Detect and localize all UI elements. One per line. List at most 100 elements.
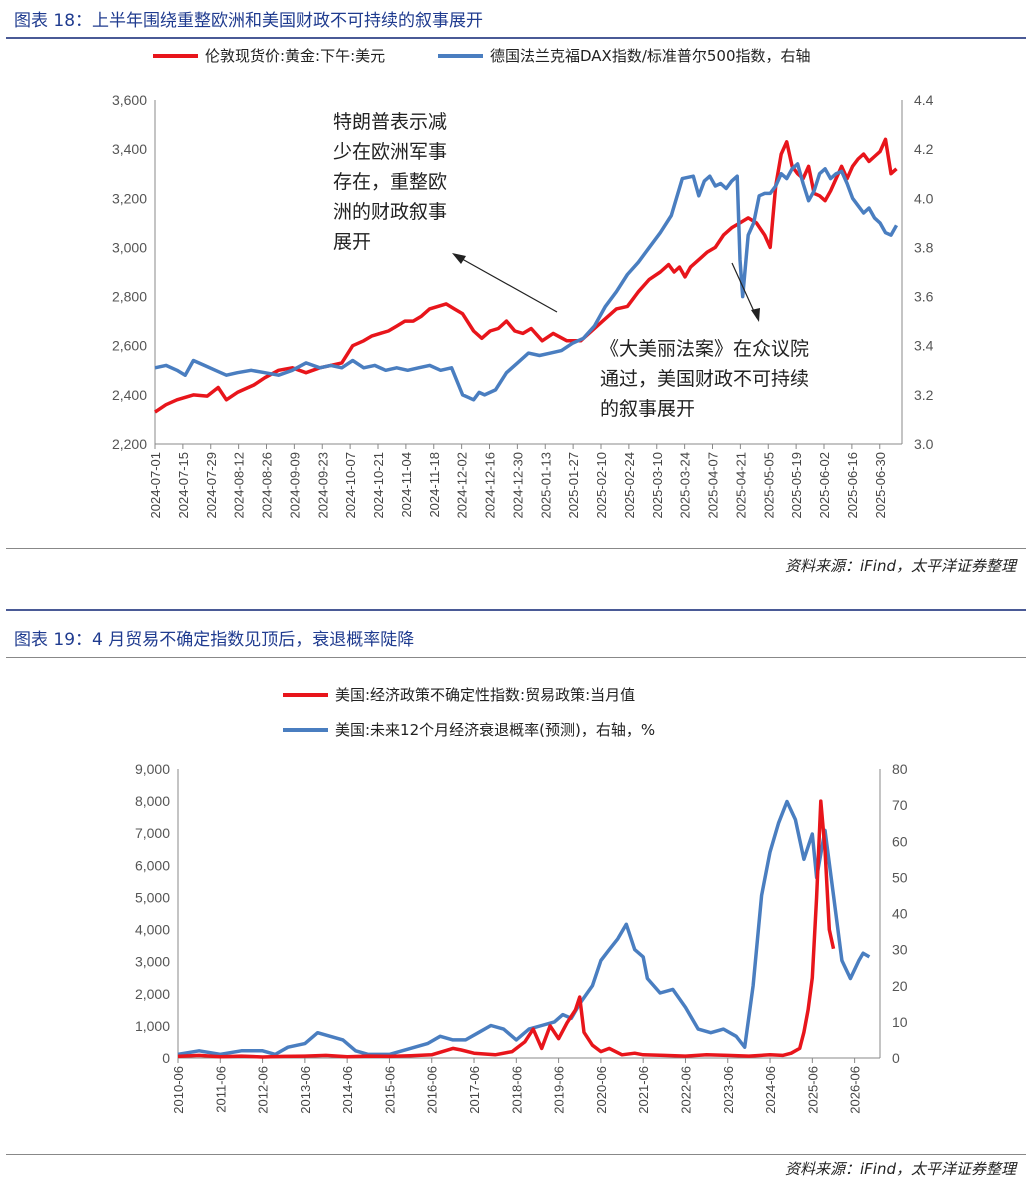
x-tick-label: 2010-06 [171,1066,186,1114]
left-tick-label: 2,200 [112,436,147,452]
annotation-2-line: 《大美丽法案》在众议院 [600,338,809,360]
right-tick-label: 80 [892,761,908,777]
x-tick-label: 2024-09-09 [287,452,302,519]
annotation-arrow-2 [731,262,758,319]
x-tick-label: 2025-06-30 [873,452,888,519]
x-tick-label: 2025-02-24 [622,452,637,519]
annotation-1-line: 存在，重整欧 [333,171,447,193]
x-tick-label: 2024-07-01 [148,452,163,519]
left-tick-label: 6,000 [135,857,170,873]
x-tick-label: 2022-06 [678,1066,693,1114]
legend-label-dax-spx: 德国法兰克福DAX指数/标准普尔500指数，右轴 [490,47,811,65]
right-tick-label: 20 [892,978,908,994]
x-tick-label: 2019-06 [552,1066,567,1114]
annotation-arrowhead-1 [452,253,466,264]
x-tick-label: 2016-06 [425,1066,440,1114]
x-tick-label: 2024-10-07 [343,452,358,519]
x-tick-label: 2024-11-18 [427,452,442,518]
x-tick-label: 2024-08-12 [232,452,247,519]
x-tick-label: 2021-06 [636,1066,651,1114]
x-tick-label: 2025-04-07 [706,452,721,519]
right-tick-label: 3.2 [914,387,934,403]
x-tick-label: 2025-03-24 [678,452,693,519]
x-tick-label: 2017-06 [467,1066,482,1114]
right-tick-label: 40 [892,906,908,922]
left-tick-label: 3,000 [135,954,170,970]
left-tick-label: 2,000 [135,986,170,1002]
left-tick-label: 2,400 [112,387,147,403]
chart1-title-rule [6,37,1026,39]
x-tick-label: 2025-05-05 [761,452,776,519]
right-tick-label: 0 [892,1050,900,1066]
right-tick-label: 4.4 [914,92,934,108]
x-tick-label: 2025-03-10 [650,452,665,519]
x-tick-label: 2014-06 [340,1066,355,1114]
left-tick-label: 1,000 [135,1018,170,1034]
left-tick-label: 9,000 [135,761,170,777]
x-tick-label: 2024-12-30 [510,452,525,519]
series-line-1 [154,162,899,402]
x-tick-label: 2024-12-02 [455,452,470,519]
x-tick-label: 2025-06-02 [817,452,832,519]
series-line-0 [154,137,898,414]
left-tick-label: 3,400 [112,141,147,157]
series-line-0 [177,799,836,1059]
left-tick-label: 4,000 [135,922,170,938]
x-tick-label: 2013-06 [298,1066,313,1114]
x-tick-label: 2024-08-26 [260,452,275,519]
right-tick-label: 4.2 [914,141,934,157]
left-tick-label: 3,600 [112,92,147,108]
section-divider [6,609,1026,611]
right-tick-label: 3.4 [914,338,934,354]
right-tick-label: 50 [892,869,908,885]
annotation-2-line: 通过，美国财政不可持续 [600,368,809,390]
right-tick-label: 70 [892,797,908,813]
right-tick-label: 60 [892,833,908,849]
chart2-legend: 美国:经济政策不确定性指数:贸易政策:当月值 美国:未来12个月经济衰退概率(预… [283,686,655,739]
chart1-legend: 伦敦现货价:黄金:下午:美元 德国法兰克福DAX指数/标准普尔500指数，右轴 [153,47,811,65]
chart2-svg: 美国:经济政策不确定性指数:贸易政策:当月值 美国:未来12个月经济衰退概率(预… [135,686,908,1114]
left-tick-label: 5,000 [135,889,170,905]
legend-label-trade-epu: 美国:经济政策不确定性指数:贸易政策:当月值 [335,686,635,704]
x-tick-label: 2024-07-15 [176,452,191,519]
left-tick-label: 2,800 [112,289,147,305]
x-tick-label: 2024-09-23 [315,452,330,519]
left-tick-label: 3,200 [112,190,147,206]
legend-label-recession-prob: 美国:未来12个月经济衰退概率(预测)，右轴，% [335,721,655,739]
right-tick-label: 30 [892,942,908,958]
right-tick-label: 4.0 [914,190,934,206]
chart2-title: 图表 19：4 月贸易不确定指数见顶后，衰退概率陡降 [14,630,415,650]
x-tick-label: 2025-05-19 [789,452,804,519]
chart1-bottom-rule [6,548,1026,549]
x-tick-label: 2024-07-29 [204,452,219,519]
chart1-source: 资料来源：iFind，太平洋证券整理 [785,557,1016,575]
left-tick-label: 8,000 [135,793,170,809]
x-tick-label: 2024-12-16 [483,452,498,519]
x-tick-label: 2020-06 [594,1066,609,1114]
annotation-1-line: 展开 [333,231,371,253]
x-tick-label: 2025-02-10 [594,452,609,519]
x-tick-label: 2023-06 [721,1066,736,1114]
annotation-1-line: 特朗普表示减 [333,111,447,133]
x-tick-label: 2025-06-16 [845,452,860,519]
left-tick-label: 7,000 [135,825,170,841]
right-tick-label: 3.0 [914,436,934,452]
x-tick-label: 2025-04-21 [733,452,748,519]
left-tick-label: 0 [162,1050,170,1066]
x-tick-label: 2024-11-04 [399,452,414,518]
x-tick-label: 2025-06 [805,1066,820,1114]
x-tick-label: 2012-06 [256,1066,271,1114]
chart2-source: 资料来源：iFind，太平洋证券整理 [785,1160,1016,1178]
chart2-bottom-rule [6,1154,1026,1155]
right-tick-label: 3.8 [914,239,934,255]
annotation-1-line: 洲的财政叙事 [333,201,447,223]
x-tick-label: 2026-06 [848,1066,863,1114]
x-tick-label: 2024-10-21 [371,452,386,519]
right-tick-label: 10 [892,1014,908,1030]
chart1-svg: 伦敦现货价:黄金:下午:美元 德国法兰克福DAX指数/标准普尔500指数，右轴 … [112,47,934,519]
legend-label-gold: 伦敦现货价:黄金:下午:美元 [205,47,385,65]
x-tick-label: 2015-06 [382,1066,397,1114]
chart1-title: 图表 18：上半年围绕重整欧洲和美国财政不可持续的叙事展开 [14,11,484,31]
chart1-annotations: 特朗普表示减少在欧洲军事存在，重整欧洲的财政叙事展开《大美丽法案》在众议院通过，… [333,111,809,420]
x-tick-label: 2018-06 [509,1066,524,1114]
